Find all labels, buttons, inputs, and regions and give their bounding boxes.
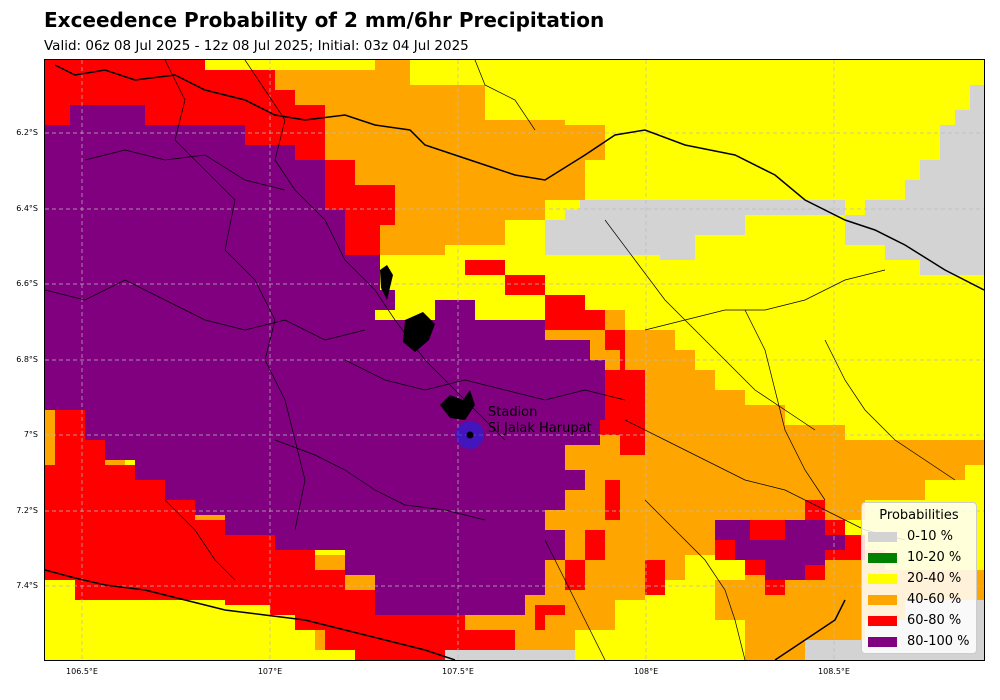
station-label-line2: Si Jalak Harupat: [488, 421, 592, 436]
lat-tick-label: 6.8°S: [16, 355, 38, 364]
lon-tick-label: 108.5°E: [818, 667, 850, 676]
lat-tick-label: 6.2°S: [16, 128, 38, 137]
chart-subtitle: Valid: 06z 08 Jul 2025 - 12z 08 Jul 2025…: [44, 38, 469, 54]
lat-tick-label: 6.6°S: [16, 279, 38, 288]
legend-label: 80-100 %: [907, 634, 970, 649]
lon-tick-label: 108°E: [633, 667, 659, 676]
map-panel: [44, 59, 985, 661]
legend-label: 10-20 %: [907, 550, 962, 565]
lat-tick-label: 7°S: [23, 430, 38, 439]
legend-item: 40-60 %: [862, 589, 976, 610]
legend-item: 20-40 %: [862, 568, 976, 589]
legend-title: Probabilities: [879, 508, 959, 523]
legend-label: 0-10 %: [907, 529, 953, 544]
lat-tick-label: 6.4°S: [16, 204, 38, 213]
graticule: [45, 60, 984, 660]
legend-item: 0-10 %: [862, 526, 976, 547]
lon-tick-label: 107°E: [257, 667, 283, 676]
legend-label: 60-80 %: [907, 613, 962, 628]
legend-swatch: [868, 552, 897, 563]
legend-swatch: [868, 636, 897, 647]
station-label-line1: Stadion: [488, 405, 538, 420]
chart-title: Exceedence Probability of 2 mm/6hr Preci…: [44, 8, 605, 32]
legend-item: 10-20 %: [862, 547, 976, 568]
legend-swatch: [868, 531, 897, 542]
legend-swatch: [868, 615, 897, 626]
station-label: Stadion Si Jalak Harupat: [488, 405, 592, 437]
lat-tick-label: 7.2°S: [16, 506, 38, 515]
legend-label: 20-40 %: [907, 571, 962, 586]
reservoirs: [380, 265, 475, 420]
admin-borders: [45, 60, 956, 660]
legend-item: 60-80 %: [862, 610, 976, 631]
lon-tick-label: 107.5°E: [442, 667, 474, 676]
probability-map: [45, 60, 984, 660]
coastline: [45, 64, 984, 660]
lat-tick-label: 7.4°S: [16, 581, 38, 590]
legend-swatch: [868, 573, 897, 584]
legend-swatch: [868, 594, 897, 605]
legend-label: 40-60 %: [907, 592, 962, 607]
legend: Probabilities 0-10 % 10-20 % 20-40 % 40-…: [861, 502, 977, 654]
legend-item: 80-100 %: [862, 631, 976, 652]
lon-tick-label: 106.5°E: [66, 667, 98, 676]
station-marker: [456, 421, 484, 449]
